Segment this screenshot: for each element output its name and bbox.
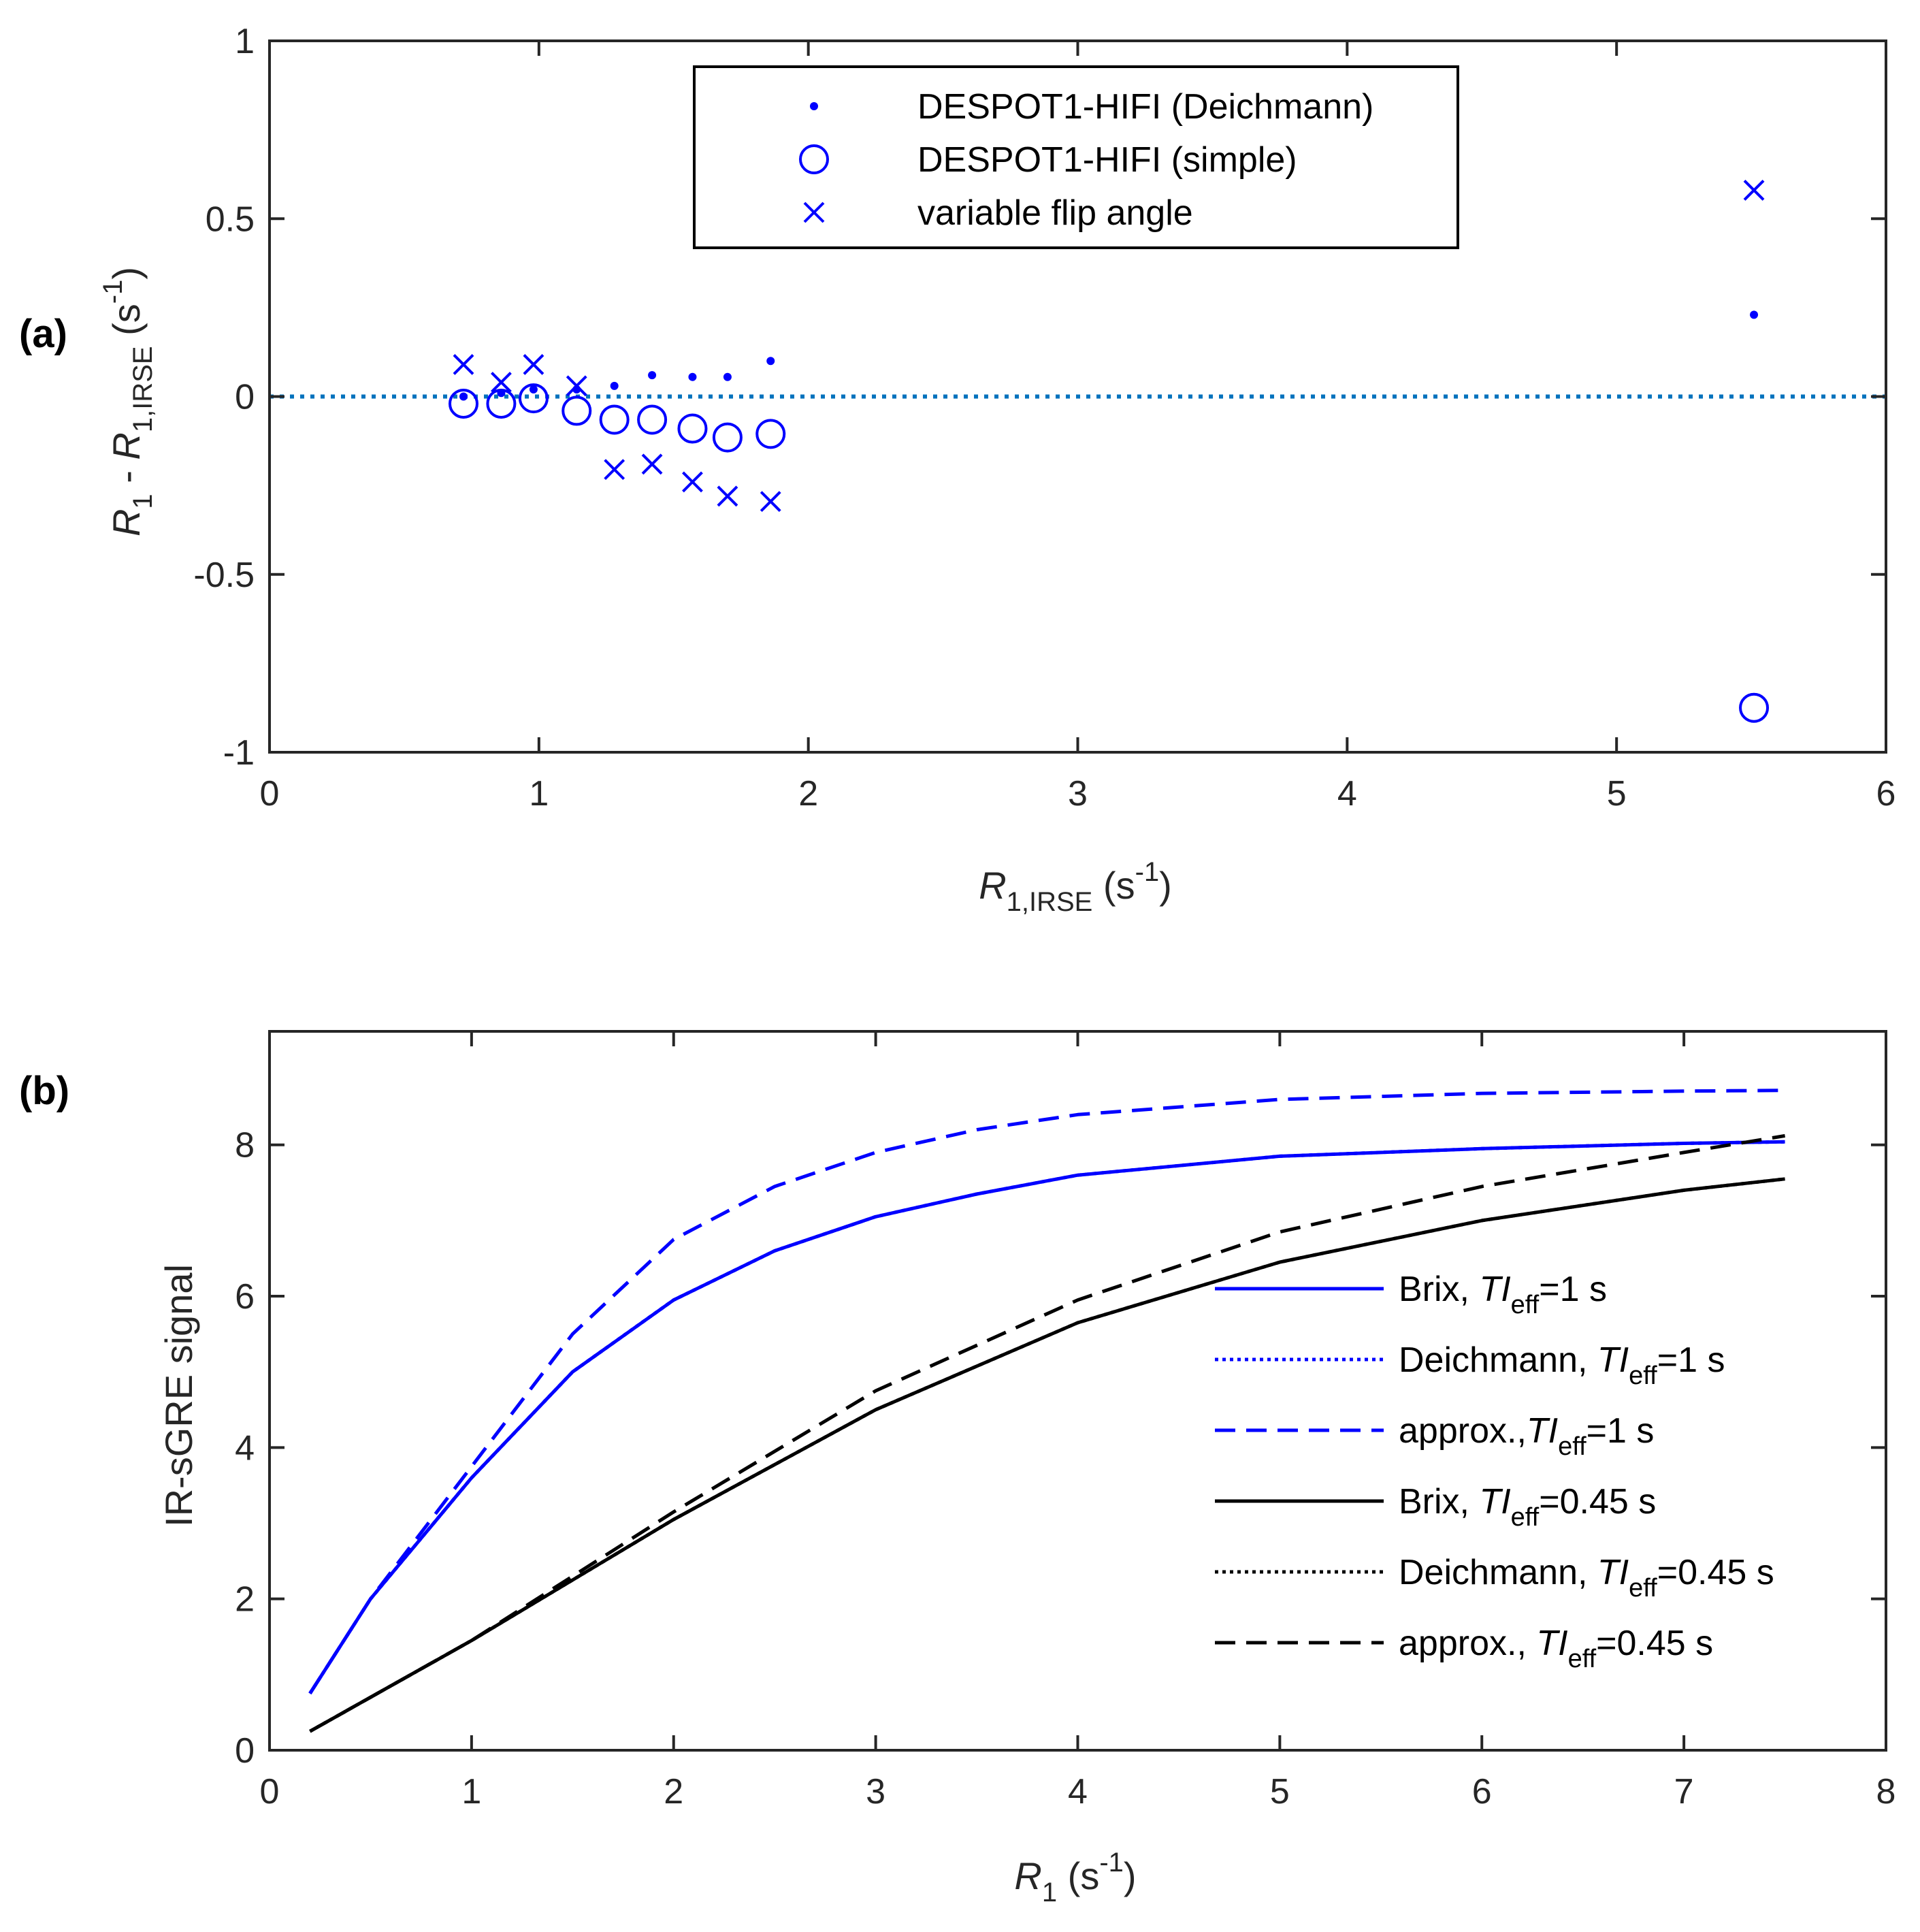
x-tick-label: 0 bbox=[260, 1772, 280, 1812]
data-point-circle bbox=[599, 404, 630, 435]
y-tick-label: 2 bbox=[235, 1580, 255, 1620]
legend-entry-a: DESPOT1-HIFI (simple) bbox=[917, 140, 1297, 180]
data-point-x bbox=[1743, 180, 1765, 201]
data-point-x bbox=[453, 354, 474, 375]
y-tick-label: -1 bbox=[223, 733, 255, 773]
x-tick-label: 1 bbox=[529, 774, 549, 814]
data-point-circle bbox=[449, 388, 478, 419]
data-point-x bbox=[491, 372, 512, 393]
data-point-x-stroke bbox=[641, 453, 663, 475]
data-point-x-stroke bbox=[523, 354, 544, 375]
data-point-circle bbox=[562, 396, 592, 426]
y-axis-label-b: IR-sGRE signal bbox=[157, 1264, 200, 1527]
x-tick-label: 0 bbox=[260, 774, 280, 814]
data-point-circle bbox=[1739, 692, 1770, 723]
y-tick-label: 8 bbox=[235, 1126, 255, 1165]
y-tick-label: -0.5 bbox=[193, 556, 255, 595]
data-point-circle bbox=[486, 388, 517, 419]
data-point-dot bbox=[688, 372, 697, 381]
data-point-x bbox=[760, 491, 781, 513]
data-point-x bbox=[717, 485, 738, 507]
y-axis-label-a: R1 - R1,IRSE (s-1) bbox=[98, 267, 158, 536]
curve-dotted bbox=[309, 1177, 1785, 1733]
x-tick-label: 2 bbox=[664, 1772, 683, 1812]
data-point-x-stroke bbox=[491, 372, 512, 393]
curve-dashed bbox=[309, 1133, 1786, 1733]
legend-marker-dot bbox=[810, 102, 818, 110]
legend-a bbox=[693, 65, 1459, 249]
data-point-dot bbox=[648, 371, 657, 380]
data-point-dot bbox=[766, 357, 775, 366]
curve-dotted bbox=[308, 1140, 1785, 1694]
x-tick-label: 5 bbox=[1607, 774, 1627, 814]
x-tick-label: 4 bbox=[1337, 774, 1357, 814]
y-tick-label: 0 bbox=[235, 1731, 255, 1771]
data-point-x bbox=[682, 471, 703, 493]
data-point-x-stroke bbox=[760, 491, 781, 513]
x-tick-label: 8 bbox=[1876, 1772, 1896, 1812]
data-point-x-stroke bbox=[682, 471, 703, 493]
data-point-x bbox=[523, 354, 544, 375]
y-tick-label: 1 bbox=[235, 22, 255, 61]
legend-marker-circle bbox=[799, 144, 829, 174]
data-point-x-stroke bbox=[1743, 180, 1765, 201]
panel-label-b: (b) bbox=[19, 1069, 69, 1113]
data-point-dot bbox=[529, 385, 538, 394]
x-tick-label: 1 bbox=[461, 1772, 481, 1812]
legend-marker-x bbox=[803, 202, 825, 223]
x-tick-label: 6 bbox=[1876, 774, 1896, 814]
data-point-x-stroke bbox=[453, 354, 474, 375]
data-point-dot bbox=[610, 381, 619, 390]
x-tick-label: 4 bbox=[1068, 1772, 1088, 1812]
data-point-x bbox=[604, 459, 625, 481]
data-point-x bbox=[641, 453, 663, 475]
x-axis-label-b: R1 (s-1) bbox=[1014, 1848, 1136, 1907]
legend-entry-b: Deichmann, TIeff=1 s bbox=[1399, 1340, 1725, 1390]
y-tick-label: 4 bbox=[235, 1428, 255, 1468]
curve-dashed bbox=[308, 1089, 1785, 1694]
data-point-x-stroke bbox=[566, 375, 587, 397]
panel-label-a: (a) bbox=[19, 312, 67, 356]
data-point-dot bbox=[1750, 310, 1759, 319]
x-tick-label: 3 bbox=[1068, 774, 1088, 814]
data-point-x-stroke bbox=[717, 485, 738, 507]
panel-a: (a) 0 1 2 3 4 5 6 -1 -0.5 0 0.5 1 R1,IRSE (s-1) R1 - R… bbox=[19, 22, 1895, 917]
data-point-circle bbox=[518, 383, 549, 414]
y-tick-label: 0 bbox=[235, 378, 255, 417]
data-point-circle bbox=[755, 419, 786, 449]
data-point-x-stroke bbox=[604, 459, 625, 481]
x-tick-label: 7 bbox=[1674, 1772, 1694, 1812]
legend-entry-b: approx.,TIeff=1 s bbox=[1399, 1411, 1654, 1461]
legend-entry-b: Brix, TIeff=0.45 s bbox=[1399, 1482, 1656, 1532]
legend-entry-b: Brix, TIeff=1 s bbox=[1399, 1270, 1607, 1319]
x-tick-label: 3 bbox=[866, 1772, 885, 1812]
x-tick-label: 6 bbox=[1472, 1772, 1492, 1812]
legend-entry-b: Deichmann, TIeff=0.45 s bbox=[1399, 1553, 1774, 1603]
x-tick-label: 5 bbox=[1270, 1772, 1290, 1812]
legend-entry-b: approx., TIeff=0.45 s bbox=[1399, 1624, 1713, 1673]
data-point-circle bbox=[712, 422, 743, 453]
data-point-circle bbox=[677, 413, 708, 444]
y-tick-label: 0.5 bbox=[206, 199, 255, 239]
panel-b: (b) 0 1 2 3 4 5 6 7 8 0 2 4 6 8 R1 (s-1) IR-sGRE signal B… bbox=[19, 1030, 1896, 1907]
y-tick-label: 6 bbox=[235, 1277, 255, 1317]
data-point-dot bbox=[459, 392, 468, 401]
data-point-circle bbox=[637, 404, 668, 435]
legend-marker-x-stroke bbox=[803, 202, 825, 223]
legend-entry-a: variable flip angle bbox=[917, 193, 1193, 233]
data-point-x bbox=[566, 375, 587, 397]
legend-entry-a: DESPOT1-HIFI (Deichmann) bbox=[917, 87, 1373, 127]
data-point-dot bbox=[723, 372, 732, 381]
x-axis-label-a: R1,IRSE (s-1) bbox=[979, 857, 1172, 917]
x-tick-label: 2 bbox=[798, 774, 818, 814]
